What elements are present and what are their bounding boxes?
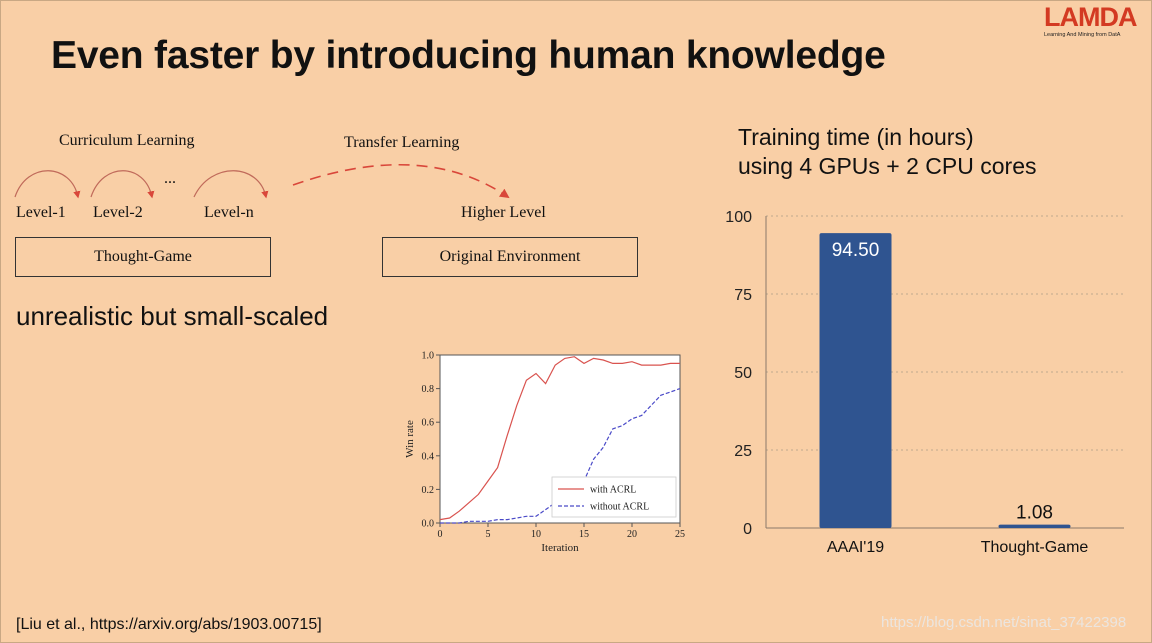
logo-subtitle: Learning And Mining from DatA: [1044, 32, 1121, 38]
level-n-label: Level-n: [204, 204, 254, 221]
legend-label-0: with ACRL: [590, 485, 636, 496]
series-line-with-acrl: [439, 356, 680, 521]
watermark: https://blog.csdn.net/sinat_37422398: [881, 614, 1127, 631]
higher-level-label: Higher Level: [461, 204, 546, 221]
x-category-label-0: AAAI'19: [827, 539, 884, 556]
level-1-loop-arrow: [14, 170, 81, 199]
x-tick-label-0: 0: [438, 529, 443, 540]
bar-0: [819, 233, 892, 528]
x-tick-label-4: 20: [627, 529, 637, 540]
y-tick-label-1: 0.2: [422, 485, 435, 496]
x-category-label-1: Thought-Game: [981, 539, 1089, 556]
y-tick-label-1: 25: [734, 443, 752, 460]
y-tick-label-3: 0.6: [422, 418, 435, 429]
x-tick-label-2: 10: [531, 529, 541, 540]
level-n-loop-arrow: [193, 170, 269, 199]
y-tick-label-5: 1.0: [422, 351, 435, 362]
level-2-label: Level-2: [93, 204, 143, 221]
y-tick-label-3: 75: [734, 287, 752, 304]
bar-chart-title: Training time (in hours) using 4 GPUs + …: [738, 123, 1036, 181]
bar-value-label-1: 1.08: [1016, 503, 1053, 524]
level-1-label: Level-1: [16, 204, 66, 221]
logo-mark: LAMDA: [1044, 2, 1137, 32]
training-time-bar-chart: 0 25 50 75 100 94.50 AAAI'19 1.08 Thought-Game: [725, 209, 1124, 556]
y-tick-label-0: 0.0: [422, 519, 435, 530]
x-tick-label-5: 25: [675, 529, 685, 540]
y-tick-label-4: 0.8: [422, 384, 435, 395]
y-tick-label-4: 100: [725, 209, 752, 226]
unrealistic-caption: unrealistic but small-scaled: [16, 301, 329, 331]
thought-game-box: Thought-Game: [15, 237, 271, 277]
series-line-without-acrl: [440, 388, 681, 524]
transfer-learning-label: Transfer Learning: [344, 134, 460, 151]
win-rate-chart: 0 5 10 15 20 25 0.0 0.2 0.4 0.6 0.8 1.0 Iteration Win…: [404, 351, 685, 555]
bar-value-label-0: 94.50: [832, 240, 880, 261]
x-axis-label: Iteration: [541, 542, 579, 554]
bar-chart-title-line-2: using 4 GPUs + 2 CPU cores: [738, 153, 1037, 179]
x-tick-label-1: 5: [486, 529, 491, 540]
slide-title: Even faster by introducing human knowled…: [51, 34, 886, 77]
legend-box: [551, 476, 677, 518]
original-environment-box: Original Environment: [382, 237, 638, 277]
bar-1: [998, 524, 1071, 528]
citation: [Liu et al., https://arxiv.org/abs/1903.…: [16, 616, 322, 633]
x-tick-label-3: 15: [579, 529, 589, 540]
level-2-loop-arrow: [90, 170, 155, 199]
levels-ellipsis: ...: [164, 170, 176, 187]
transfer-dashed-arrow: [292, 163, 510, 199]
bar-chart-title-line-1: Training time (in hours): [738, 124, 974, 150]
y-tick-label-2: 0.4: [422, 451, 435, 462]
y-tick-label-2: 50: [734, 365, 752, 382]
lamda-logo: LAMDA Learning And Mining from DatA: [1044, 3, 1148, 45]
y-axis-label: Win rate: [404, 420, 416, 458]
y-tick-label-0: 0: [743, 521, 752, 538]
legend-label-1: without ACRL: [590, 502, 649, 513]
curriculum-learning-label: Curriculum Learning: [59, 132, 195, 149]
